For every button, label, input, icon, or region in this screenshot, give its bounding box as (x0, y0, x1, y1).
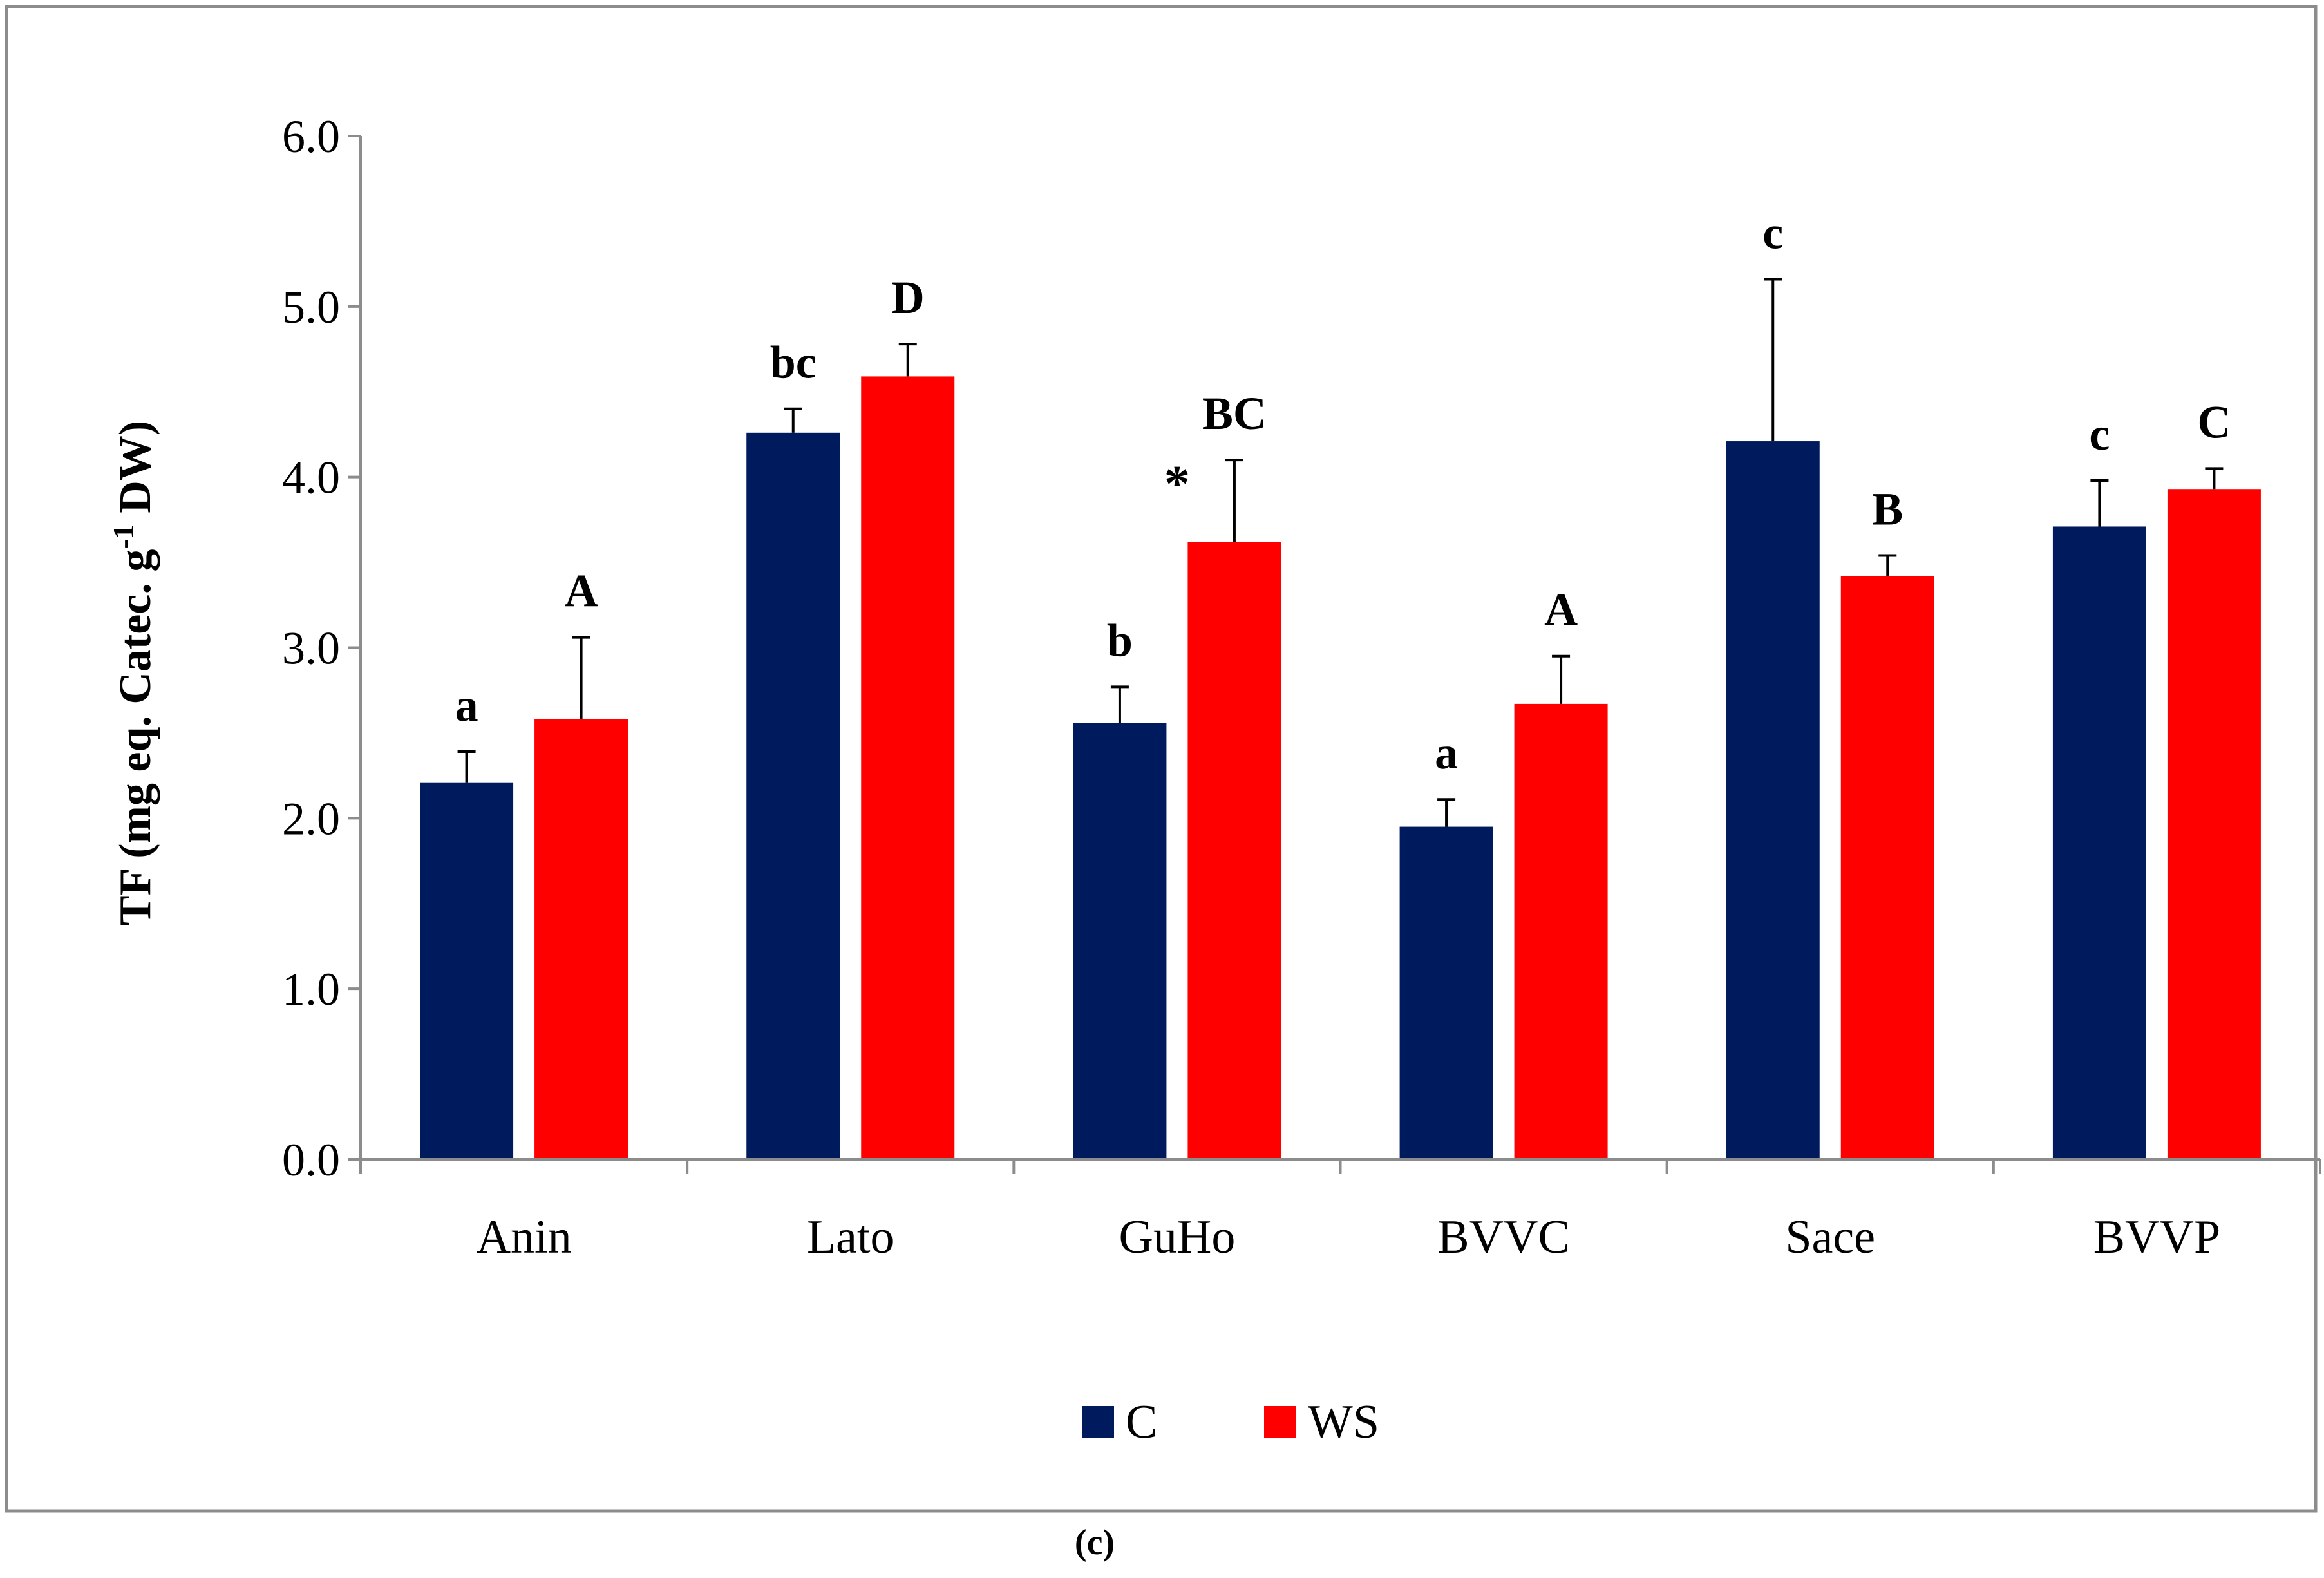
bar-c (1399, 826, 1493, 1159)
bar-ws (1840, 576, 1934, 1159)
y-tick-label: 4.0 (282, 452, 340, 504)
bar-ws (1514, 703, 1608, 1159)
significance-letter: C (2197, 396, 2231, 448)
significance-letter: A (565, 566, 598, 617)
legend: C WS (1082, 1396, 1379, 1449)
figure-caption: (c) (1075, 1523, 1115, 1563)
bar-c (2052, 526, 2146, 1159)
significance-letter: c (1762, 207, 1783, 258)
significance-letter: BC (1202, 388, 1267, 439)
bar-c (1073, 723, 1167, 1159)
legend-swatch-ws (1264, 1406, 1296, 1438)
x-tick-label: Lato (807, 1211, 894, 1264)
significance-letter: bc (770, 337, 817, 388)
significance-letter: D (891, 272, 925, 323)
bar-c (1726, 441, 1820, 1159)
bar-ws (1187, 542, 1281, 1159)
x-tick-label: Sace (1785, 1211, 1875, 1264)
data-labels: a Abc Db BC a Ac Bc C * (455, 207, 2231, 779)
legend-label-ws: WS (1308, 1396, 1379, 1449)
x-tick-label: BVVC (1437, 1211, 1570, 1264)
bar-ws (2167, 489, 2261, 1159)
y-tick-label: 5.0 (282, 281, 340, 333)
y-tick-label: 1.0 (282, 964, 340, 1015)
significance-letter: c (2089, 408, 2110, 460)
bar-c (420, 782, 514, 1159)
x-tick-label: Anin (477, 1211, 572, 1264)
x-tick-label: BVVP (2093, 1211, 2220, 1264)
bar-series (420, 278, 2261, 1159)
y-axis-label: TF (mg eq. Catec. g-1 DW) (107, 421, 160, 926)
legend-label-c: C (1126, 1396, 1157, 1449)
y-tick-label: 6.0 (282, 111, 340, 162)
significance-letter: b (1107, 614, 1133, 666)
significance-letter: a (1435, 727, 1458, 779)
significance-letter: A (1544, 584, 1578, 636)
bar-c (746, 432, 840, 1159)
axes: 0.0 1.0 2.0 3.0 4.0 5.0 6.0 Anin Lato GuHo BVVC Sac… (282, 111, 2321, 1264)
y-tick-label: 0.0 (282, 1134, 340, 1186)
significance-asterisk: * (1164, 456, 1190, 513)
significance-letter: B (1872, 483, 1903, 535)
bar-ws (534, 719, 628, 1159)
legend-swatch-c (1082, 1406, 1114, 1438)
x-tick-label: GuHo (1119, 1211, 1235, 1264)
y-tick-label: 2.0 (282, 793, 340, 844)
bar-ws (861, 376, 955, 1159)
y-tick-label: 3.0 (282, 623, 340, 674)
significance-letter: a (455, 680, 478, 731)
